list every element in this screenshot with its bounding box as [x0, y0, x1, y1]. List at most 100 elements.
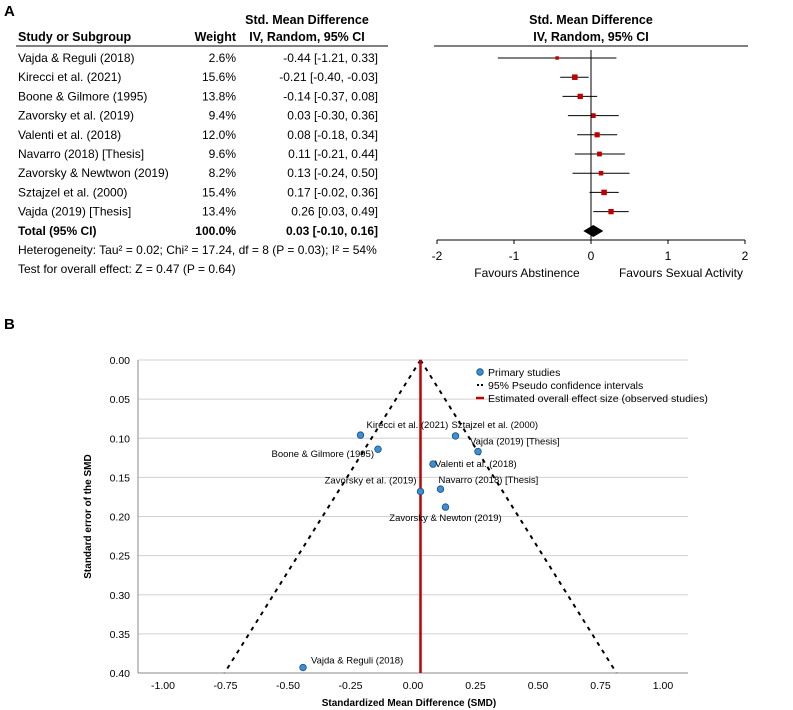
- tick-label: -1: [509, 249, 520, 263]
- effect-square: [601, 189, 607, 196]
- tick-label: -2: [432, 249, 443, 263]
- y-axis-title: Standard error of the SMD: [83, 454, 94, 578]
- study-point-label: Navarro (2018) [Thesis]: [439, 475, 539, 486]
- y-tick-label: 0.30: [110, 590, 131, 602]
- row-ci: 0.13 [-0.24, 0.50]: [287, 166, 378, 180]
- header-plot-sub: IV, Random, 95% CI: [533, 30, 649, 44]
- tick-label: 0: [588, 249, 595, 263]
- row-study: Vajda & Reguli (2018): [18, 51, 135, 65]
- effect-square: [598, 170, 604, 176]
- header-plot-top: Std. Mean Difference: [529, 13, 653, 27]
- x-tick-label: 1.00: [653, 680, 674, 692]
- study-point-label: Vajda (2019) [Thesis]: [470, 437, 560, 448]
- effect-square: [597, 151, 602, 157]
- legend-primary-label: Primary studies: [488, 367, 560, 379]
- row-study: Sztajzel et al. (2000): [18, 185, 127, 199]
- row-weight: 12.0%: [202, 128, 236, 142]
- study-point: [474, 447, 482, 456]
- y-tick-label: 0.15: [110, 472, 131, 484]
- row-ci: 0.11 [-0.21, 0.44]: [288, 147, 378, 161]
- study-point-label: Valenti et al. (2018): [435, 459, 517, 470]
- row-ci: 0.08 [-0.18, 0.34]: [287, 128, 378, 142]
- favours-left: Favours Abstinence: [474, 266, 580, 280]
- study-point-label: Boone & Gilmore (1995): [272, 449, 374, 460]
- x-axis-title: Standardized Mean Difference (SMD): [322, 698, 496, 709]
- forest-plot: -2 -1 0 1 2: [432, 50, 749, 263]
- y-tick-label: 0.40: [110, 668, 131, 680]
- study-point: [436, 485, 445, 493]
- study-point: [416, 487, 425, 496]
- effect-square: [590, 113, 596, 118]
- study-point: [451, 432, 460, 440]
- study-point-label: Kirecci et al. (2021): [367, 420, 449, 431]
- legend-pseudo-ci-label: 95% Pseudo confidence intervals: [488, 380, 643, 392]
- pseudo-ci-right: [419, 359, 618, 674]
- panel-b-label: B: [4, 316, 15, 333]
- total-label: Total (95% CI): [18, 224, 96, 238]
- favours-right: Favours Sexual Activity: [619, 266, 743, 280]
- y-tick-label: 0.35: [110, 629, 131, 641]
- overall-test-text: Test for overall effect: Z = 0.47 (P = 0…: [18, 262, 236, 276]
- row-study: Navarro (2018) [Thesis]: [18, 147, 144, 161]
- header-smd-top: Std. Mean Difference: [245, 13, 369, 27]
- total-weight: 100.0%: [195, 224, 236, 238]
- legend-primary-marker: [476, 368, 484, 376]
- y-tick-label: 0.05: [110, 394, 131, 406]
- row-weight: 13.8%: [202, 89, 236, 103]
- row-ci: -0.14 [-0.37, 0.08]: [283, 89, 378, 103]
- row-ci: -0.44 [-1.21, 0.33]: [283, 51, 378, 65]
- row-ci: 0.26 [0.03, 0.49]: [291, 205, 378, 219]
- x-tick-label: 0.75: [590, 680, 611, 692]
- row-weight: 15.6%: [202, 70, 236, 84]
- row-study: Vajda (2019) [Thesis]: [18, 205, 131, 219]
- study-point: [374, 445, 382, 453]
- total-diamond: [583, 225, 604, 237]
- y-tick-label: 0.00: [110, 355, 131, 367]
- row-study: Boone & Gilmore (1995): [18, 89, 147, 103]
- total-ci: 0.03 [-0.10, 0.16]: [286, 224, 378, 238]
- row-weight: 15.4%: [202, 185, 236, 199]
- forest-rows: Vajda & Reguli (2018) 2.6% -0.44 [-1.21, 0…: [18, 51, 378, 219]
- row-study: Valenti et al. (2018): [18, 128, 121, 142]
- study-point-label: Zavorsky & Newton (2019): [389, 513, 501, 524]
- heterogeneity-text: Heterogeneity: Tau² = 0.02; Chi² = 17.24…: [18, 243, 377, 257]
- row-weight: 9.6%: [209, 147, 237, 161]
- study-point: [299, 663, 307, 672]
- x-tick-label: 0.50: [528, 680, 549, 692]
- y-tick-label: 0.10: [110, 433, 131, 445]
- row-study: Zavorsky et al. (2019): [18, 109, 134, 123]
- row-weight: 8.2%: [209, 166, 237, 180]
- effect-square: [555, 56, 559, 60]
- row-weight: 13.4%: [202, 205, 236, 219]
- effect-square: [572, 74, 578, 80]
- study-point-label: Vajda & Reguli (2018): [311, 656, 403, 667]
- study-point-label: Sztajzel et al. (2000): [452, 420, 539, 431]
- x-tick-label: -0.50: [276, 680, 300, 692]
- row-study: Zavorsky & Newtwon (2019): [18, 166, 169, 180]
- legend-estimated-label: Estimated overall effect size (observed …: [488, 393, 708, 405]
- header-smd-sub: IV, Random, 95% CI: [249, 30, 365, 44]
- row-ci: 0.03 [-0.30, 0.36]: [287, 109, 378, 123]
- study-point-label: Zavorsky et al. (2019): [325, 475, 417, 486]
- panel-a-label: A: [4, 3, 15, 20]
- row-weight: 2.6%: [209, 51, 237, 65]
- x-tick-label: -0.75: [214, 680, 238, 692]
- x-tick-label: 0.00: [403, 680, 424, 692]
- funnel-plot: 0.00 0.05 0.10 0.15 0.20 0.25 0.30 0.35 0.40 -1.0…: [83, 355, 708, 709]
- pseudo-ci-left: [223, 359, 422, 674]
- y-tick-label: 0.25: [110, 551, 131, 563]
- row-weight: 9.4%: [209, 109, 237, 123]
- effect-square: [577, 93, 583, 100]
- study-point: [441, 503, 450, 511]
- header-study: Study or Subgroup: [18, 30, 132, 44]
- x-tick-label: -0.25: [339, 680, 363, 692]
- tick-label: 2: [742, 249, 749, 263]
- x-tick-label: -1.00: [151, 680, 175, 692]
- x-tick-label: 0.25: [465, 680, 486, 692]
- study-point: [429, 460, 437, 468]
- row-study: Kirecci et al. (2021): [18, 70, 121, 84]
- study-point: [356, 431, 365, 439]
- effect-square: [594, 132, 600, 138]
- header-weight: Weight: [195, 30, 237, 44]
